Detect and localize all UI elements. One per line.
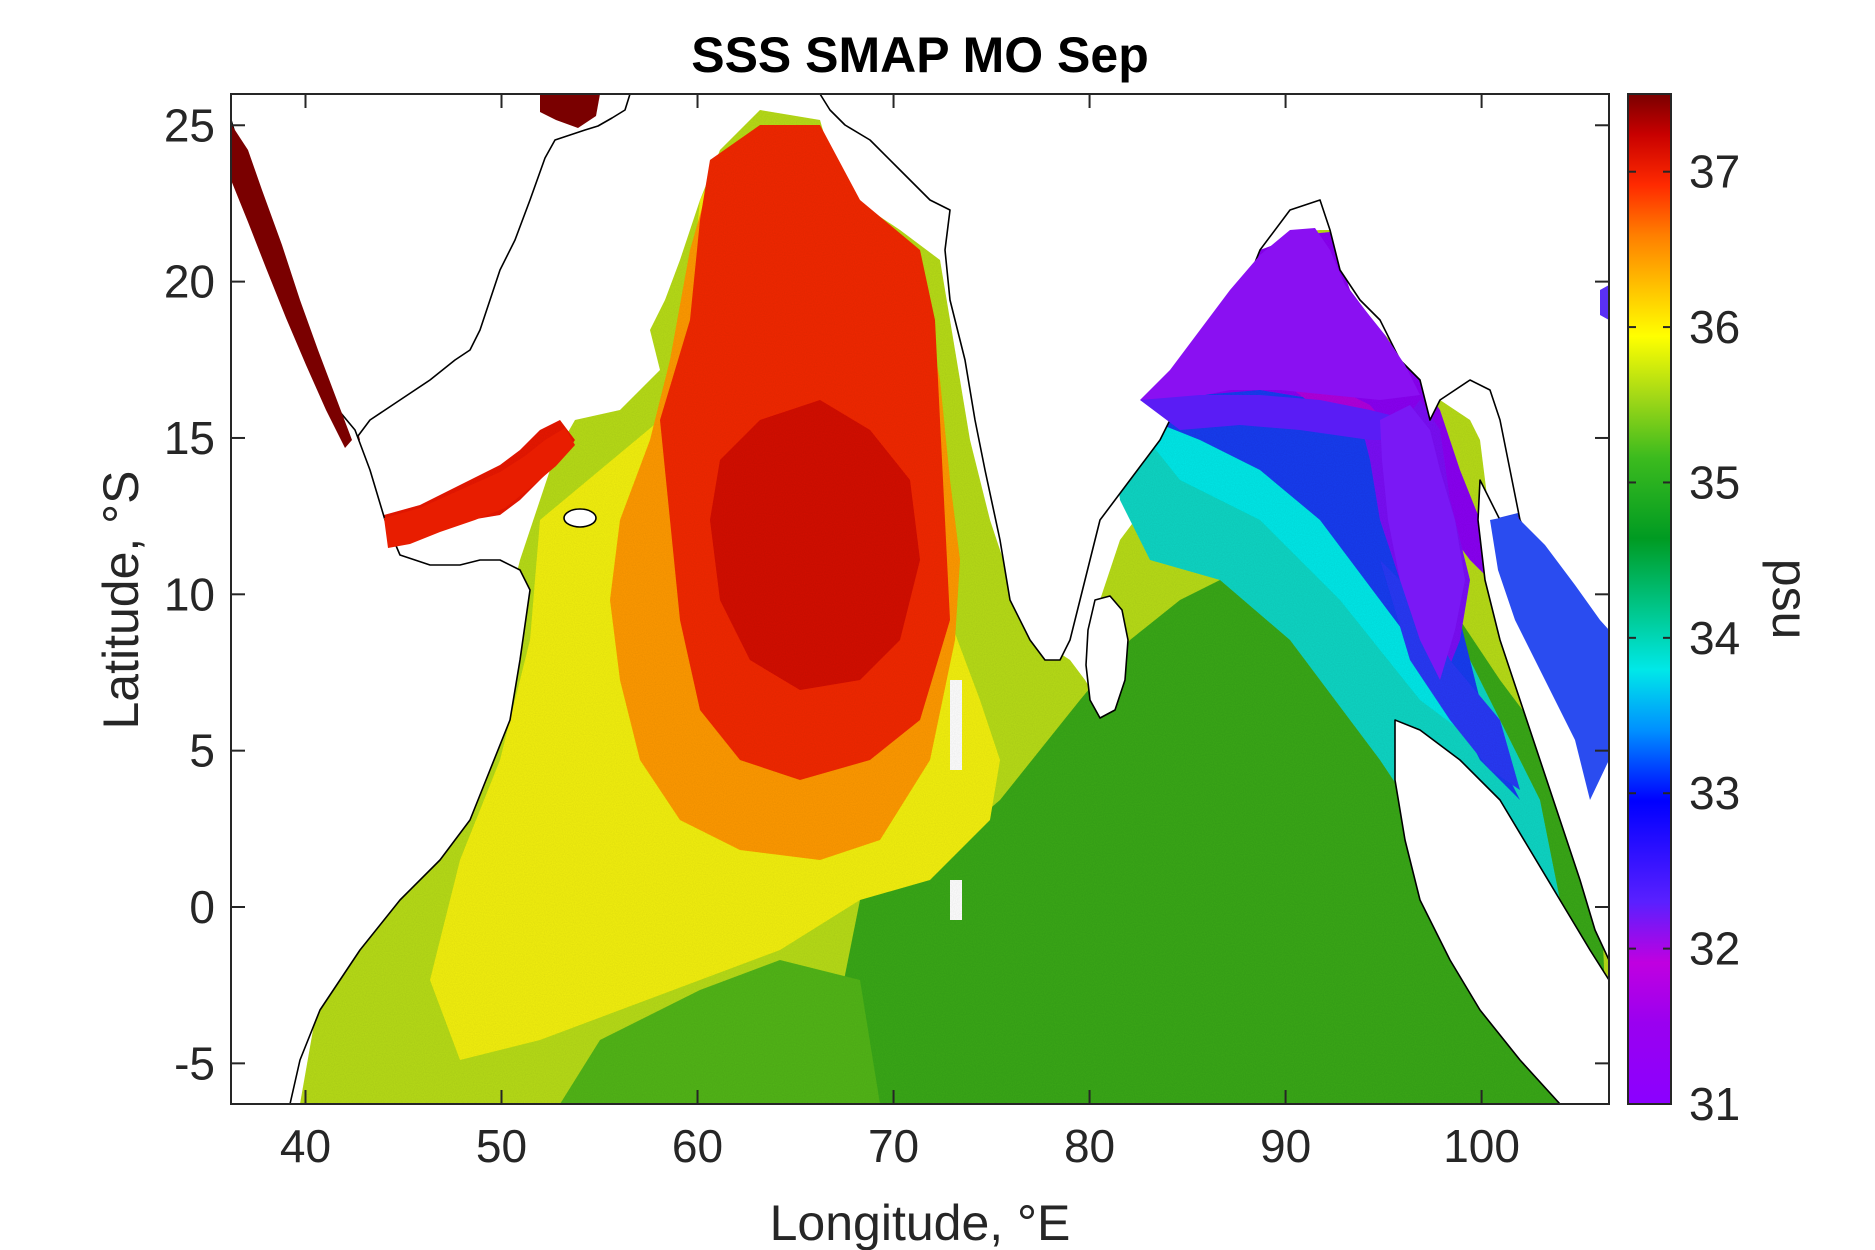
y-tick-label: 15: [164, 412, 215, 464]
sri-lanka: [1085, 595, 1129, 719]
colorbar-tick-label: 36: [1689, 301, 1740, 353]
colorbar-label: psu: [1762, 559, 1818, 640]
y-axis: -5 0 5 10 15 20 25: [164, 99, 1609, 1089]
y-tick-label: 20: [164, 256, 215, 308]
y-tick-label: -5: [174, 1037, 215, 1089]
x-tick-label: 100: [1443, 1120, 1520, 1172]
colorbar: 31 32 33 34 35 36 37 psu: [1627, 93, 1818, 1130]
colorbar-tick-label: 31: [1689, 1078, 1740, 1130]
socotra: [563, 508, 597, 528]
x-tick-label: 90: [1260, 1120, 1311, 1172]
ocean-cyan: [1110, 390, 1609, 1104]
y-axis-title: Latitude, °S: [93, 470, 149, 729]
x-tick-label: 40: [280, 1120, 331, 1172]
x-tick-label: 50: [476, 1120, 527, 1172]
plot-frame: [230, 93, 1610, 1105]
colorbar-tick-label: 34: [1689, 612, 1740, 664]
colorbar-tick-label: 32: [1689, 923, 1740, 975]
y-tick-label: 5: [189, 725, 215, 777]
y-tick-label: 25: [164, 99, 215, 151]
x-axis: 40 50 60 70 80 90 100: [280, 94, 1520, 1172]
sumatra: [1394, 719, 1609, 1104]
colorbar-tick-label: 35: [1689, 456, 1740, 508]
y-tick-label: 10: [164, 568, 215, 620]
plot-title: SSS SMAP MO Sep: [691, 27, 1149, 83]
salinity-field: [231, 94, 1609, 1104]
colorbar-tick-label: 37: [1689, 146, 1740, 198]
x-tick-label: 80: [1064, 1120, 1115, 1172]
x-tick-label: 70: [868, 1120, 919, 1172]
x-tick-label: 60: [672, 1120, 723, 1172]
colorbar-scale: [1627, 93, 1672, 1105]
x-axis-title: Longitude, °E: [770, 1195, 1071, 1250]
colorbar-ticks: 31 32 33 34 35 36 37: [1628, 146, 1740, 1130]
y-tick-label: 0: [189, 881, 215, 933]
colorbar-tick-label: 33: [1689, 767, 1740, 819]
